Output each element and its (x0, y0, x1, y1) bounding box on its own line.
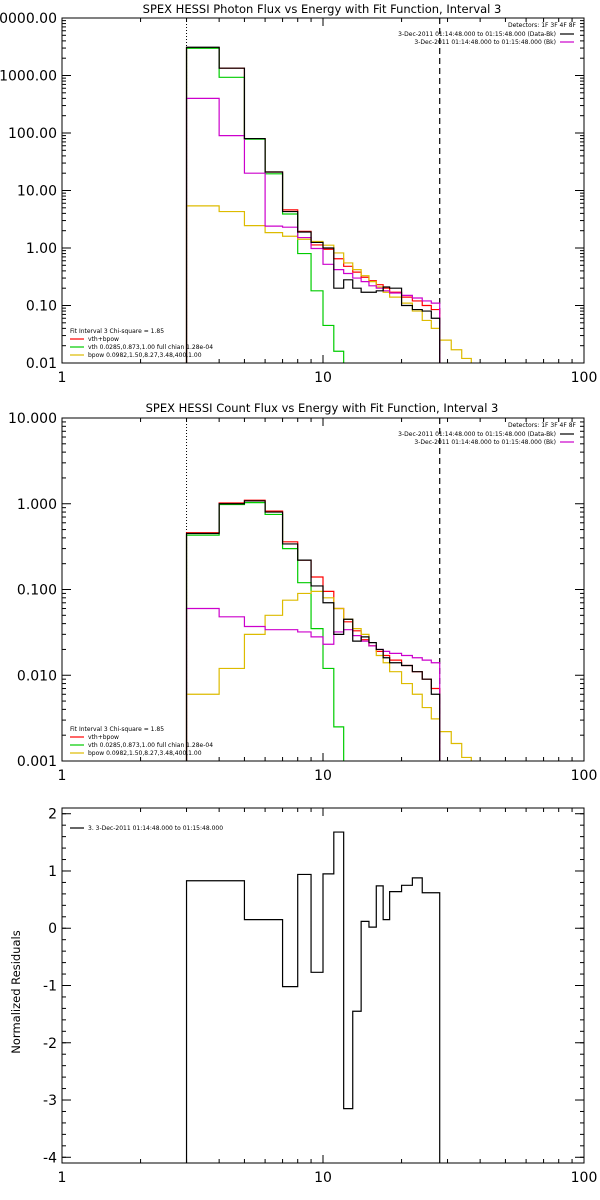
y-tick-label: 10.000 (8, 411, 57, 427)
photon-flux-panel: SPEX HESSI Photon Flux vs Energy with Fi… (0, 2, 598, 386)
x-tick-label: 100 (571, 1170, 598, 1186)
data-bk-series (185, 500, 441, 761)
plot-frame (61, 807, 585, 1164)
plot-area (185, 46, 472, 363)
legend-left-entry: vth+bpow (88, 336, 119, 343)
legend-left-entry: bpow 0.0982,1.50,8.27,3.48,400,1.00 (88, 750, 202, 757)
plot-frame (61, 17, 585, 364)
legend-right-entry: 3-Dec-2011 01:14:48.000 to 01:15:48.000 … (414, 39, 556, 46)
data-bk-series (185, 46, 441, 363)
y-tick-label: 1 (48, 864, 57, 880)
fit-interval-label: Fit Interval 3 Chi-square = 1.85 (70, 328, 164, 335)
x-tick-label: 1 (58, 1170, 67, 1186)
y-tick-label: -3 (43, 1093, 57, 1109)
x-tick-label: 100 (571, 768, 598, 784)
y-tick-label: 1.00 (26, 241, 57, 257)
x-tick-label: 1 (58, 370, 67, 386)
x-tick-label: 100 (571, 370, 598, 386)
residual-series (185, 831, 441, 1163)
y-tick-label: 0.001 (17, 754, 57, 770)
y-tick-label: -4 (43, 1150, 57, 1166)
fit-interval-label: Fit Interval 3 Chi-square = 1.85 (70, 726, 164, 733)
legend-left-entry: 3. 3-Dec-2011 01:14:48.000 to 01:15:48.0… (88, 825, 223, 832)
legend-right-entry: 3-Dec-2011 01:14:48.000 to 01:15:48.000 … (414, 439, 556, 446)
y-tick-label: 10.00 (17, 184, 57, 200)
legend-left-entry: vth 0.0285,0.873,1.00 full chian 1.28e-0… (88, 344, 213, 351)
residuals-panel: Normalized Residuals 1 10 100 -4 -3 -2 -1 0 1 2 3.… (9, 807, 598, 1186)
plot-area (185, 831, 441, 1163)
legend-left-entry: vth 0.0285,0.873,1.00 full chian 1.28e-0… (88, 742, 213, 749)
x-tick-label: 10 (314, 370, 332, 386)
y-tick-label: 0.10 (26, 299, 57, 315)
x-tick-label: 1 (58, 768, 67, 784)
legend-right-entry: 3-Dec-2011 01:14:48.000 to 01:15:48.000 … (398, 31, 556, 38)
y-tick-label: 2 (48, 807, 57, 823)
detectors-label: Detectors: 1F 3F 4F 8F (508, 422, 577, 429)
count-flux-panel: SPEX HESSI Count Flux vs Energy with Fit… (8, 401, 598, 784)
legend-left-entry: bpow 0.0982,1.50,8.27,3.48,400,1.00 (88, 352, 202, 359)
y-tick-label: 1.000 (17, 497, 57, 513)
plot-frame (61, 417, 585, 762)
y-tick-label: 10000.00 (0, 11, 57, 27)
count-flux-title: SPEX HESSI Count Flux vs Energy with Fit… (146, 401, 499, 415)
y-tick-label: -2 (43, 1036, 57, 1052)
photon-flux-title: SPEX HESSI Photon Flux vs Energy with Fi… (143, 2, 502, 16)
vth-series (185, 502, 345, 761)
detectors-label: Detectors: 1F 3F 4F 8F (508, 22, 577, 29)
legend-right-entry: 3-Dec-2011 01:14:48.000 to 01:15:48.000 … (398, 431, 556, 438)
y-tick-label: 0.100 (17, 583, 57, 599)
vth-bpow-series (185, 499, 441, 761)
x-tick-label: 10 (314, 1170, 332, 1186)
y-tick-label: 0 (48, 921, 57, 937)
y-tick-label: 1000.00 (0, 69, 57, 85)
y-tick-label: 0.01 (26, 356, 57, 372)
legend-left-entry: vth+bpow (88, 734, 119, 741)
x-tick-label: 10 (314, 768, 332, 784)
y-tick-label: 0.010 (17, 668, 57, 684)
plot-area (185, 499, 472, 761)
residuals-y-axis-label: Normalized Residuals (9, 930, 23, 1053)
y-tick-label: -1 (43, 979, 57, 995)
y-tick-label: 100.00 (8, 126, 57, 142)
bk-series (185, 97, 441, 363)
